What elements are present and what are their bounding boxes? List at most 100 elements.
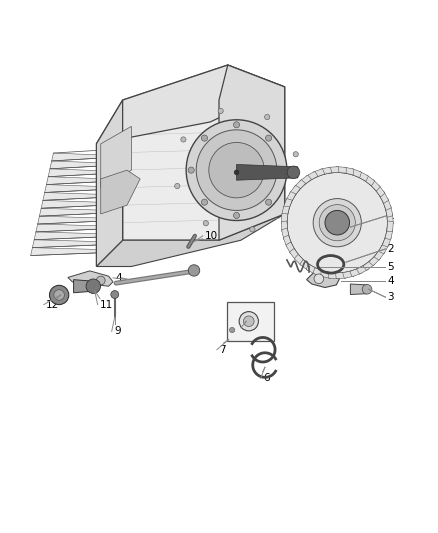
Circle shape [293, 152, 298, 157]
Circle shape [218, 108, 223, 114]
Polygon shape [290, 248, 300, 260]
Circle shape [86, 279, 100, 294]
Circle shape [319, 205, 355, 241]
Polygon shape [281, 214, 288, 224]
Polygon shape [300, 175, 311, 186]
Text: 12: 12 [46, 300, 59, 310]
Text: 11: 11 [100, 300, 113, 310]
Polygon shape [321, 271, 332, 278]
Polygon shape [39, 208, 96, 216]
Circle shape [250, 227, 255, 232]
Polygon shape [328, 167, 339, 173]
Polygon shape [336, 167, 346, 173]
Polygon shape [31, 248, 96, 255]
Circle shape [203, 221, 208, 226]
Polygon shape [96, 214, 285, 266]
Circle shape [325, 211, 350, 235]
Polygon shape [283, 235, 292, 247]
Circle shape [287, 198, 292, 204]
Polygon shape [294, 180, 306, 191]
Text: 4: 4 [115, 273, 122, 283]
Polygon shape [48, 169, 96, 177]
Text: 10: 10 [205, 231, 218, 241]
Circle shape [287, 172, 388, 273]
Polygon shape [45, 184, 96, 192]
Text: 4: 4 [388, 276, 394, 286]
Polygon shape [237, 165, 298, 180]
Polygon shape [387, 221, 393, 232]
Polygon shape [286, 242, 296, 254]
Polygon shape [281, 221, 288, 232]
Circle shape [265, 135, 272, 141]
Polygon shape [43, 192, 96, 200]
Circle shape [186, 120, 287, 221]
Circle shape [234, 170, 239, 175]
Polygon shape [300, 260, 311, 270]
Circle shape [265, 199, 272, 205]
Polygon shape [313, 168, 325, 177]
Circle shape [201, 135, 208, 141]
Polygon shape [123, 65, 285, 240]
Polygon shape [38, 216, 96, 224]
Text: 9: 9 [114, 326, 120, 336]
Polygon shape [357, 264, 368, 274]
Polygon shape [382, 235, 391, 247]
Polygon shape [36, 224, 96, 232]
Polygon shape [307, 271, 339, 287]
Circle shape [209, 142, 264, 198]
Circle shape [233, 213, 240, 219]
Polygon shape [379, 242, 389, 254]
Text: 7: 7 [219, 345, 226, 355]
Polygon shape [374, 185, 385, 197]
Polygon shape [219, 65, 285, 240]
Polygon shape [374, 248, 385, 260]
Polygon shape [290, 185, 300, 197]
Polygon shape [313, 268, 325, 277]
Polygon shape [96, 65, 285, 144]
Circle shape [279, 167, 285, 173]
Circle shape [188, 167, 194, 173]
Polygon shape [52, 153, 96, 161]
Polygon shape [357, 171, 368, 181]
Circle shape [239, 312, 258, 331]
Polygon shape [350, 268, 361, 277]
Circle shape [230, 327, 235, 333]
Circle shape [111, 290, 119, 298]
Polygon shape [306, 171, 318, 181]
Polygon shape [343, 167, 354, 175]
Polygon shape [343, 271, 354, 278]
Circle shape [96, 276, 105, 285]
Polygon shape [387, 214, 393, 224]
Polygon shape [385, 206, 393, 217]
Polygon shape [336, 272, 346, 279]
Polygon shape [96, 100, 123, 266]
Polygon shape [363, 260, 374, 270]
Circle shape [265, 115, 270, 120]
Polygon shape [363, 175, 374, 186]
Circle shape [196, 130, 277, 211]
Polygon shape [369, 180, 380, 191]
Polygon shape [369, 254, 380, 266]
Polygon shape [46, 177, 96, 184]
Circle shape [49, 285, 69, 304]
Polygon shape [306, 264, 318, 274]
Circle shape [362, 285, 372, 294]
Polygon shape [41, 200, 96, 208]
Text: 5: 5 [388, 262, 394, 271]
Polygon shape [32, 240, 96, 248]
Polygon shape [74, 280, 90, 293]
Polygon shape [50, 161, 96, 169]
Circle shape [188, 265, 200, 276]
Polygon shape [68, 271, 113, 286]
Polygon shape [294, 254, 306, 266]
Text: 2: 2 [388, 244, 394, 254]
Polygon shape [382, 198, 391, 210]
Circle shape [233, 122, 240, 128]
Polygon shape [283, 198, 292, 210]
Polygon shape [101, 126, 131, 188]
Circle shape [314, 274, 324, 284]
Polygon shape [282, 228, 290, 239]
Polygon shape [101, 170, 140, 214]
Circle shape [181, 137, 186, 142]
Text: 8: 8 [243, 323, 250, 333]
